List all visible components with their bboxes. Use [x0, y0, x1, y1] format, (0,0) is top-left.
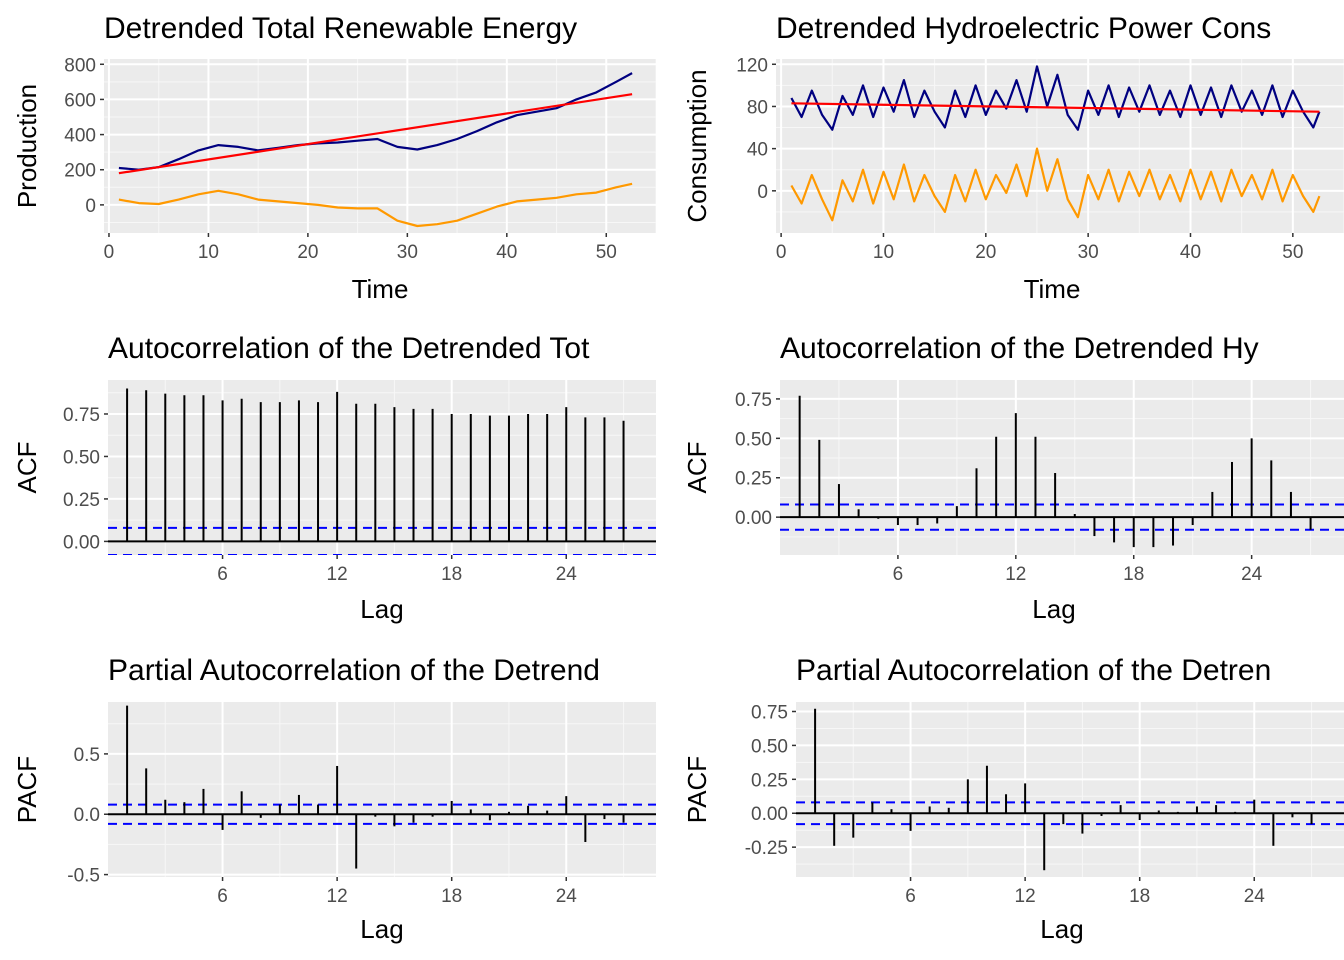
plot-area — [780, 395, 1344, 548]
x-tick-label: 12 — [1005, 564, 1026, 585]
x-tick-label: 20 — [297, 242, 318, 263]
chart-title: Partial Autocorrelation of the Detrend — [108, 654, 600, 687]
x-tick-label: 20 — [975, 242, 996, 263]
y-tick-label: 40 — [747, 140, 768, 161]
y-axis-label: ACF — [12, 442, 42, 494]
x-tick-label: 10 — [873, 242, 894, 263]
chart-title: Autocorrelation of the Detrended Hy — [780, 332, 1259, 365]
x-tick-label: 12 — [327, 564, 348, 585]
chart-title: Detrended Hydroelectric Power Cons — [776, 12, 1271, 45]
y-tick-label: 0.00 — [735, 508, 772, 529]
gridlines — [104, 59, 656, 233]
x-tick-label: 18 — [441, 564, 462, 585]
chart-title: Partial Autocorrelation of the Detren — [796, 654, 1271, 687]
series-line-1 — [790, 147, 1321, 222]
y-tick-label: 0.50 — [735, 429, 772, 450]
y-tick-label: 80 — [747, 97, 768, 118]
x-tick-label: 0 — [104, 242, 115, 263]
y-tick-label: 0.00 — [63, 532, 100, 553]
y-tick-label: 0.0 — [74, 805, 100, 826]
y-tick-label: 0.75 — [735, 390, 772, 411]
chart-title: Autocorrelation of the Detrended Tot — [108, 332, 590, 365]
chart-panel-p1: Detrended Total Renewable Energy02004006… — [12, 12, 656, 304]
x-tick-label: 10 — [198, 242, 219, 263]
plot-area — [108, 705, 656, 869]
y-tick-label: 120 — [736, 55, 768, 76]
plot-background — [108, 702, 656, 877]
x-axis-label: Lag — [360, 914, 403, 944]
series-line-0 — [118, 72, 633, 171]
x-tick-label: 50 — [1282, 242, 1303, 263]
x-tick-label: 24 — [1241, 564, 1263, 585]
y-axis-label: PACF — [682, 756, 712, 823]
y-axis-label: ACF — [682, 442, 712, 494]
y-tick-label: 0.25 — [63, 490, 100, 511]
x-tick-label: 40 — [496, 242, 517, 263]
x-axis-label: Lag — [1032, 594, 1075, 624]
x-tick-label: 30 — [1078, 242, 1099, 263]
series-line-2 — [791, 102, 1320, 113]
x-tick-label: 0 — [776, 242, 787, 263]
y-tick-label: 0.5 — [74, 745, 100, 766]
y-tick-label: 0.75 — [751, 702, 788, 723]
y-tick-label: 600 — [64, 90, 96, 111]
x-tick-label: 24 — [1244, 886, 1266, 907]
y-tick-label: 0.25 — [751, 770, 788, 791]
x-tick-label: 6 — [217, 886, 228, 907]
x-tick-label: 50 — [596, 242, 617, 263]
series-line-1 — [118, 182, 633, 228]
x-tick-label: 24 — [556, 564, 578, 585]
x-tick-label: 12 — [327, 886, 348, 907]
y-tick-label: 0.50 — [63, 447, 100, 468]
y-axis-label: Consumption — [682, 69, 712, 222]
x-tick-label: 6 — [905, 886, 916, 907]
plot-background — [104, 59, 656, 233]
x-tick-label: 18 — [1123, 564, 1144, 585]
y-tick-label: 200 — [64, 161, 96, 182]
y-axis-label: PACF — [12, 756, 42, 823]
chart-panel-p3: Autocorrelation of the Detrended Tot 0.00… — [12, 332, 656, 624]
x-axis-label: Lag — [1040, 914, 1083, 944]
y-tick-label: 0 — [757, 182, 768, 203]
chart-panel-p4: Autocorrelation of the Detrended Hy 0.00 0… — [682, 332, 1344, 624]
x-tick-label: 12 — [1015, 886, 1036, 907]
x-axis-label: Time — [352, 274, 409, 304]
x-tick-label: 24 — [556, 886, 578, 907]
y-tick-label: 0.00 — [751, 804, 788, 825]
y-tick-label: 800 — [64, 55, 96, 76]
chart-panel-p2: Detrended Hydroelectric Power Cons 0 40 80 1… — [682, 12, 1344, 304]
y-tick-label: 0.75 — [63, 405, 100, 426]
chart-title: Detrended Total Renewable Energy — [104, 12, 577, 45]
plot-area — [796, 708, 1344, 871]
x-tick-label: 18 — [441, 886, 462, 907]
x-tick-label: 6 — [893, 564, 904, 585]
plot-area — [108, 388, 656, 555]
x-axis-label: Time — [1024, 274, 1081, 304]
chart-panel-p5: Partial Autocorrelation of the Detrend -0… — [12, 654, 656, 944]
y-tick-label: 0.50 — [751, 736, 788, 757]
chart-panel-p6: Partial Autocorrelation of the Detren -0.… — [682, 654, 1344, 944]
y-tick-label: 0 — [85, 196, 96, 217]
x-axis-label: Lag — [360, 594, 403, 624]
series-line-2 — [118, 93, 633, 175]
y-tick-label: -0.25 — [745, 838, 788, 859]
x-tick-label: 6 — [217, 564, 228, 585]
plot-background — [780, 380, 1344, 555]
plot-area — [118, 72, 633, 228]
x-tick-label: 30 — [397, 242, 418, 263]
y-axis-label: Production — [12, 84, 42, 208]
y-tick-label: 0.25 — [735, 469, 772, 490]
gridlines — [776, 59, 1344, 233]
x-tick-label: 18 — [1129, 886, 1150, 907]
plot-background — [108, 380, 656, 555]
series-line-0 — [790, 65, 1321, 131]
x-tick-label: 40 — [1180, 242, 1201, 263]
y-tick-label: -0.5 — [67, 866, 100, 887]
y-tick-label: 400 — [64, 126, 96, 147]
plot-area — [790, 65, 1321, 222]
